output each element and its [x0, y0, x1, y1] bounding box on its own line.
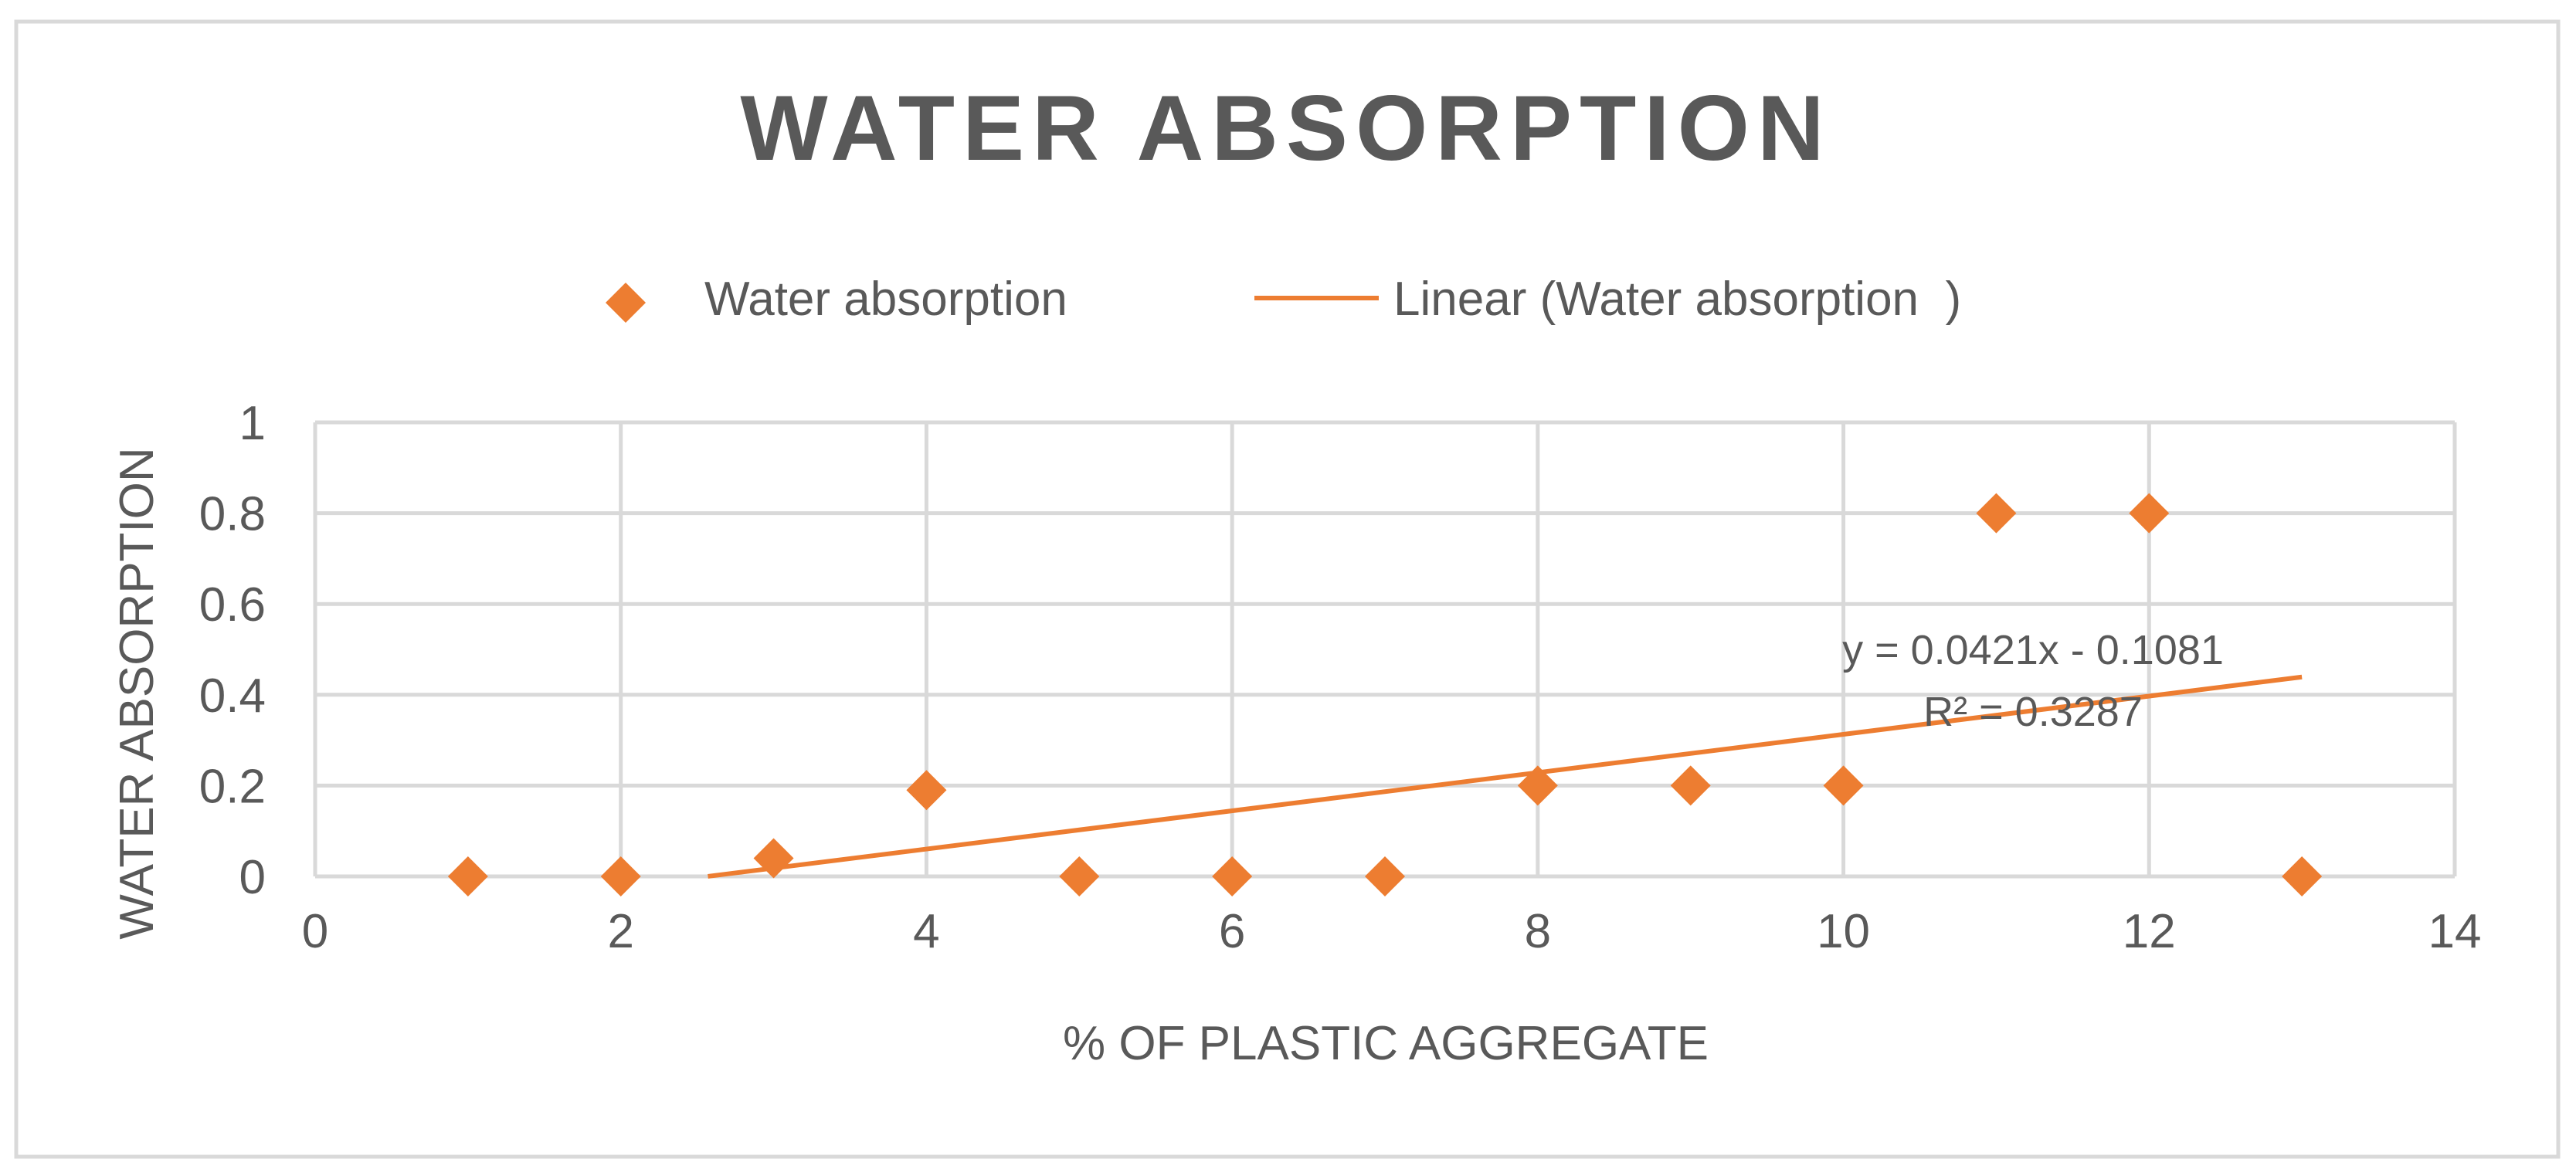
data-points: [447, 493, 2323, 896]
x-tick-label: 10: [1817, 905, 1870, 958]
y-tick-label: 0.4: [199, 669, 266, 723]
x-tick-label: 12: [2123, 905, 2176, 958]
x-tick-label: 14: [2428, 905, 2482, 958]
y-tick-label: 1: [239, 397, 266, 450]
data-point: [1365, 856, 1405, 896]
data-point: [600, 856, 641, 896]
chart-border: [14, 19, 2561, 1159]
chart-title: WATER ABSORPTION: [740, 76, 1831, 180]
data-point: [447, 856, 488, 896]
data-point: [1823, 765, 1864, 806]
trendline-equation: y = 0.0421x - 0.1081: [1842, 627, 2224, 673]
x-tick-label: 8: [1525, 905, 1551, 958]
x-tick-label: 6: [1219, 905, 1245, 958]
trendline: [708, 674, 2303, 879]
data-point: [2282, 856, 2323, 896]
trendline-r-squared: R² = 0.3287: [1923, 689, 2143, 735]
data-point: [1976, 493, 2017, 534]
y-tick-label: 0.6: [199, 578, 266, 632]
data-point: [1212, 856, 1253, 896]
data-point: [906, 770, 947, 811]
legend-marker-diamond: [606, 283, 646, 323]
tick-labels: 0 2 4 6 8 10 12 14 0 0.2 0.4 0.6 0.8 1: [199, 397, 2482, 958]
data-point: [1059, 856, 1100, 896]
x-axis-label: % OF PLASTIC AGGREGATE: [1063, 1017, 1709, 1070]
legend-label-water-absorption: Water absorption: [704, 273, 1067, 326]
y-tick-label: 0.2: [199, 760, 266, 813]
y-tick-label: 0.8: [199, 488, 266, 541]
legend-label-linear: Linear (Water absorption ): [1393, 273, 1961, 326]
x-tick-label: 2: [607, 905, 633, 958]
trendline-line: [708, 674, 2303, 879]
y-tick-label: 0: [239, 851, 266, 904]
legend: Water absorption Linear (Water absorptio…: [606, 273, 1961, 326]
data-point: [753, 838, 794, 879]
data-point: [1670, 765, 1711, 806]
data-point: [2129, 493, 2170, 534]
x-tick-label: 4: [913, 905, 939, 958]
x-tick-label: 0: [302, 905, 328, 958]
data-point: [1517, 765, 1558, 806]
y-axis-label: WATER ABSORPTION: [110, 447, 164, 939]
